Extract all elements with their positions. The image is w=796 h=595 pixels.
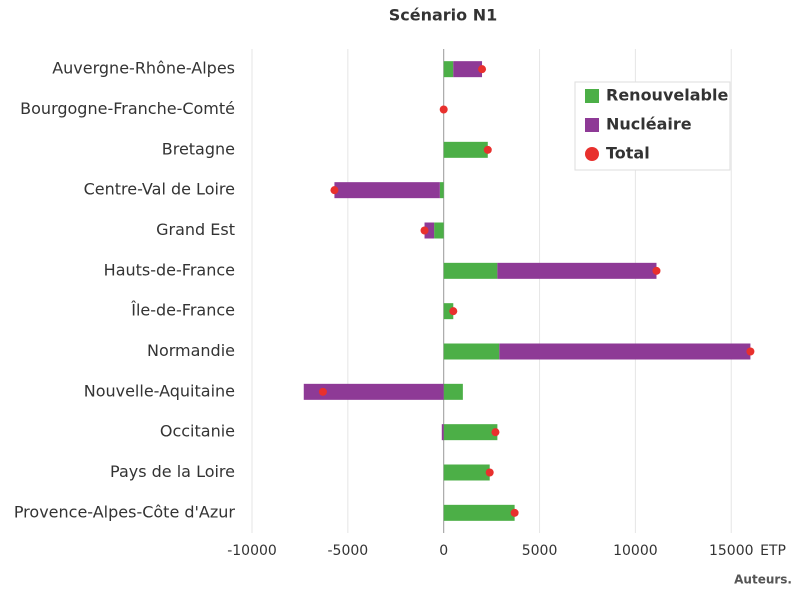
bar-segment [443,504,515,521]
bar-segment [334,182,440,199]
legend-swatch [585,118,599,132]
bar-segment [443,343,500,360]
total-dot [420,226,429,235]
bar-segment [443,141,488,158]
y-tick-label: Île-de-France [130,301,235,320]
x-tick-label: -10000 [227,543,277,559]
bar-segment [453,61,483,78]
total-dot [330,186,339,195]
y-tick-label: Nouvelle-Aquitaine [84,381,235,400]
x-tick-label: 10000 [613,543,658,559]
legend-box [574,81,731,171]
total-dot [746,347,755,356]
total-dot [652,266,661,275]
bar-segment [434,222,444,239]
total-dot [485,468,494,477]
total-dot [318,387,327,396]
bar-segment [443,424,498,441]
legend-label: Nucléaire [606,115,692,134]
legend-swatch [585,147,599,161]
y-tick-label: Provence-Alpes-Côte d'Azur [14,502,236,521]
bar-segment [443,383,463,400]
bar-segment [424,222,435,239]
bar-segment [497,262,657,279]
chart-title: Scénario N1 [389,6,498,25]
total-dot [491,428,500,437]
y-tick-label: Bretagne [162,139,235,158]
x-tick-label: -5000 [328,543,369,559]
y-tick-label: Centre-Val de Loire [84,180,235,199]
bar-segment [443,464,490,481]
y-tick-label: Grand Est [156,220,235,239]
total-dot [449,307,458,316]
bar-segment [443,262,498,279]
legend-swatch [585,89,599,103]
x-tick-label: 0 [439,543,448,559]
y-tick-label: Bourgogne-Franche-Comté [20,99,235,118]
x-tick-label: 15000 [709,543,754,559]
bar-segment [443,61,454,78]
total-dot [478,65,487,74]
x-axis-label: ETP [760,543,786,559]
total-dot [483,145,492,154]
bar-segment [441,424,444,441]
bar-segment [443,303,454,320]
x-tick-label: 5000 [522,543,558,559]
legend-label: Total [606,144,650,163]
bar-segment [439,182,444,199]
total-dot [439,105,448,114]
y-tick-label: Auvergne-Rhône-Alpes [52,59,235,78]
y-tick-label: Hauts-de-France [104,260,235,279]
bar-segment [499,343,751,360]
y-tick-label: Occitanie [160,422,235,441]
bar-segment [303,383,444,400]
source: Auteurs. [734,573,792,587]
y-tick-label: Normandie [147,341,235,360]
y-tick-label: Pays de la Loire [110,462,235,481]
total-dot [510,508,519,517]
legend-label: Renouvelable [606,86,728,105]
